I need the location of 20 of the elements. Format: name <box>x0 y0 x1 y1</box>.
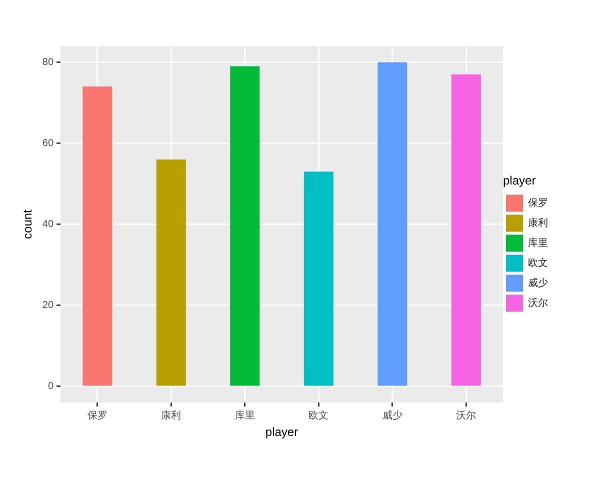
legend-label: 沃尔 <box>528 296 548 309</box>
x-tick-label: 康利 <box>161 409 182 422</box>
x-axis-title: player <box>265 425 298 440</box>
y-tick-label: 0 <box>48 381 54 392</box>
legend-label: 威少 <box>528 276 548 289</box>
legend-title: player <box>503 174 536 188</box>
y-tick-label: 20 <box>42 300 54 312</box>
x-tick-label: 库里 <box>234 409 255 422</box>
legend-label: 欧文 <box>528 256 548 269</box>
legend-label: 保罗 <box>528 198 548 209</box>
y-tick-label: 80 <box>42 56 54 68</box>
y-tick-label: 60 <box>42 138 54 150</box>
legend-label: 康利 <box>528 216 548 229</box>
y-axis-title: count <box>20 208 35 239</box>
x-tick-label: 威少 <box>382 409 402 422</box>
x-tick-label: 沃尔 <box>456 409 476 422</box>
x-tick-label: 欧文 <box>308 409 329 422</box>
x-tick-label: 保罗 <box>87 410 108 422</box>
legend-label: 库里 <box>528 236 548 249</box>
y-tick-label: 40 <box>42 219 54 230</box>
